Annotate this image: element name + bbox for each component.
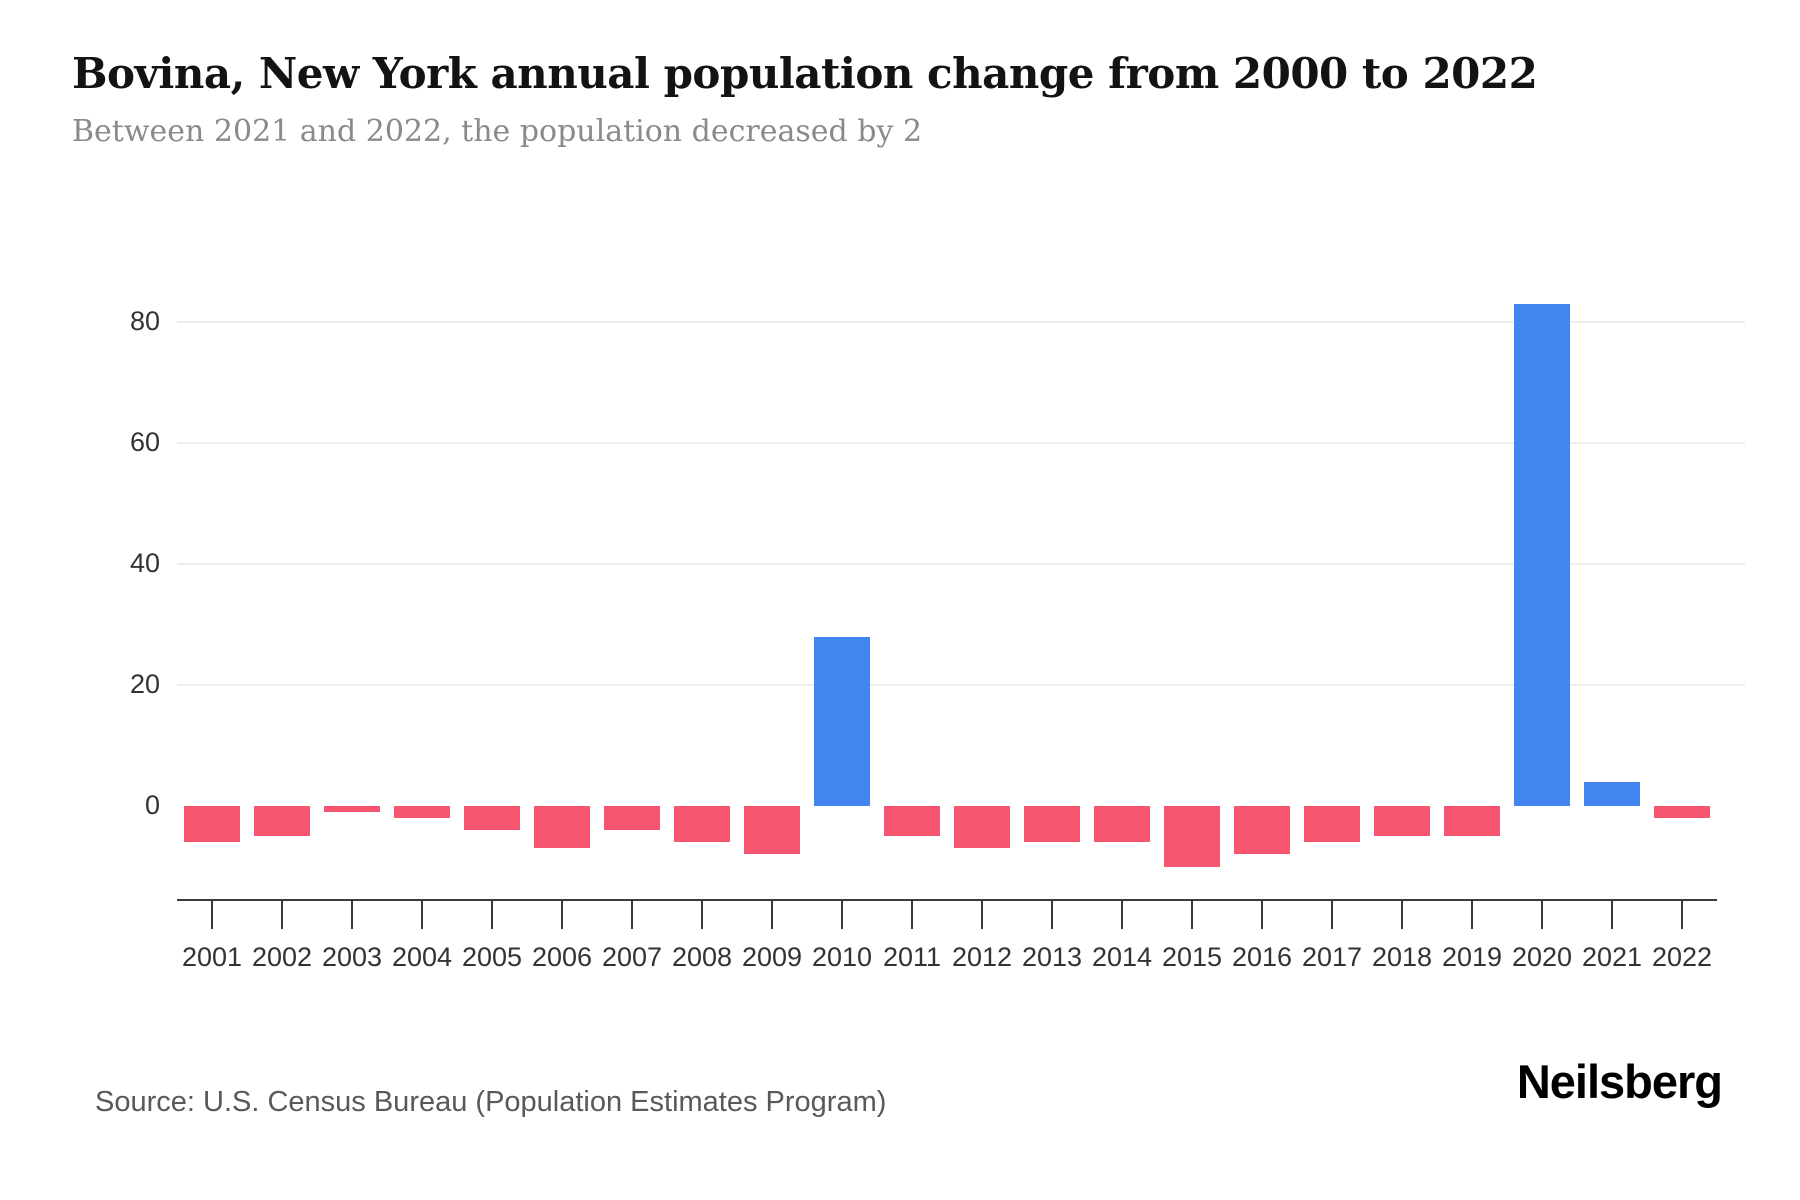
x-axis-label-2019: 2019 [1441,942,1503,972]
x-axis-label-2020: 2020 [1511,942,1573,972]
x-tick-2003 [351,901,353,929]
source-attribution: Source: U.S. Census Bureau (Population E… [95,1086,887,1118]
x-tick-2010 [841,901,843,929]
x-axis-label-2006: 2006 [531,942,593,972]
bar-2006[interactable] [534,806,590,849]
x-tick-2004 [421,901,423,929]
bar-2009[interactable] [744,806,800,855]
bar-2013[interactable] [1024,806,1080,843]
bar-2015[interactable] [1164,806,1220,867]
x-tick-2018 [1401,901,1403,929]
x-tick-2019 [1471,901,1473,929]
x-axis-label-2001: 2001 [181,942,243,972]
x-tick-2005 [491,901,493,929]
bar-2022[interactable] [1654,806,1710,819]
x-axis-label-2018: 2018 [1371,942,1433,972]
x-tick-2008 [701,901,703,929]
x-tick-2016 [1261,901,1263,929]
x-axis-label-2012: 2012 [951,942,1013,972]
x-axis-label-2003: 2003 [321,942,383,972]
x-tick-2012 [981,901,983,929]
chart-title: Bovina, New York annual population chang… [72,49,1538,98]
x-axis-label-2013: 2013 [1021,942,1083,972]
bar-2019[interactable] [1444,806,1500,837]
x-axis-label-2008: 2008 [671,942,733,972]
bar-2021[interactable] [1584,781,1640,806]
x-tick-2022 [1681,901,1683,929]
x-tick-2014 [1121,901,1123,929]
x-axis-label-2004: 2004 [391,942,453,972]
bar-2001[interactable] [184,806,240,843]
x-axis-label-2009: 2009 [741,942,803,972]
x-axis-label-2021: 2021 [1581,942,1643,972]
chart-subtitle: Between 2021 and 2022, the population de… [72,114,923,149]
x-axis-label-2017: 2017 [1301,942,1363,972]
y-axis-label-40: 40 [129,548,160,578]
x-tick-2017 [1331,901,1333,929]
x-axis-label-2014: 2014 [1091,942,1153,972]
bar-2002[interactable] [254,806,310,837]
bar-2008[interactable] [674,806,730,843]
x-tick-2011 [911,901,913,929]
bar-2011[interactable] [884,806,940,837]
x-axis-label-2007: 2007 [601,942,663,972]
y-axis-label-20: 20 [129,669,160,699]
x-tick-2002 [281,901,283,929]
y-gridline-60 [177,442,1745,444]
x-tick-2021 [1611,901,1613,929]
x-tick-2006 [561,901,563,929]
x-axis-label-2011: 2011 [882,942,942,972]
bar-2007[interactable] [604,806,660,831]
y-gridline-20 [177,684,1745,686]
x-axis-label-2016: 2016 [1231,942,1293,972]
bar-2020[interactable] [1514,303,1570,806]
x-axis-line [177,899,1717,901]
bar-2003[interactable] [324,806,380,813]
y-axis-label-0: 0 [144,790,160,820]
y-gridline-40 [177,563,1745,565]
y-axis-label-60: 60 [129,427,160,457]
x-tick-2009 [771,901,773,929]
neilsberg-logo: Neilsberg [1516,1055,1723,1108]
bar-2012[interactable] [954,806,1010,849]
x-axis-label-2015: 2015 [1161,942,1223,972]
x-tick-2020 [1541,901,1543,929]
x-tick-2015 [1191,901,1193,929]
x-tick-2013 [1051,901,1053,929]
x-tick-2001 [211,901,213,929]
x-axis-label-2022: 2022 [1651,942,1713,972]
x-axis-label-2005: 2005 [461,942,523,972]
bar-2014[interactable] [1094,806,1150,843]
y-axis-label-80: 80 [129,306,160,336]
x-axis-label-2002: 2002 [251,942,313,972]
bar-2004[interactable] [394,806,450,819]
bar-2010[interactable] [814,636,870,806]
bar-2017[interactable] [1304,806,1360,843]
bar-2016[interactable] [1234,806,1290,855]
y-gridline-80 [177,321,1745,323]
bar-2018[interactable] [1374,806,1430,837]
bar-2005[interactable] [464,806,520,831]
x-tick-2007 [631,901,633,929]
x-axis-label-2010: 2010 [811,942,873,972]
